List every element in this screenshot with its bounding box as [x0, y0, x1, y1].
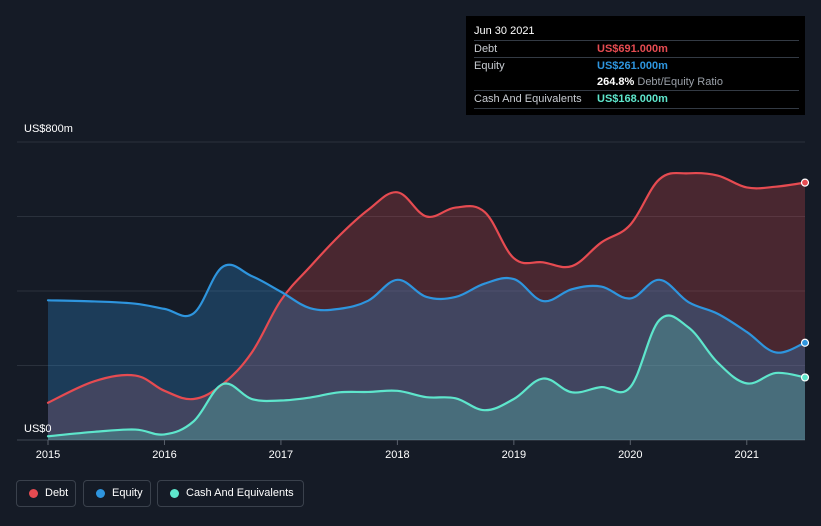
grid-lines [17, 141, 805, 441]
legend-equity-label: Equity [112, 487, 143, 499]
series-end-markers [800, 178, 810, 382]
equity-line [46, 263, 807, 354]
equity-area [48, 264, 805, 440]
equity-end-point[interactable] [800, 338, 810, 347]
cash-and-equivalents-end-point[interactable] [800, 373, 810, 382]
legend-item-cash[interactable]: Cash And Equivalents [157, 480, 304, 507]
legend-item-equity[interactable]: Equity [83, 480, 151, 507]
x-tick-label: 2021 [735, 449, 759, 461]
tooltip-row-debt: Debt US$691.000m [474, 40, 799, 58]
tooltip-date: Jun 30 2021 [474, 25, 535, 37]
legend-debt-label: Debt [45, 487, 69, 499]
tooltip-row-cash: Cash And Equivalents US$168.000m [474, 90, 799, 109]
x-tick-label: 2019 [502, 449, 526, 461]
tooltip-equity-label: Equity [474, 60, 505, 72]
tooltip-debt-value: US$691.000m [597, 43, 668, 55]
tooltip-row-ratio: 264.8% Debt/Equity Ratio [474, 74, 799, 91]
tooltip-cash-label: Cash And Equivalents [474, 93, 582, 105]
tooltip-cash-value: US$168.000m [597, 93, 668, 105]
x-tick-label: 2016 [152, 449, 176, 461]
tooltip-panel: Jun 30 2021 Debt US$691.000m Equity US$2… [466, 16, 805, 115]
cash-and-equivalents-line [46, 314, 807, 438]
debt-end-point[interactable] [800, 178, 810, 187]
cash-dot-icon [170, 489, 179, 498]
debt-dot-icon [29, 489, 38, 498]
x-tick-label: 2015 [36, 449, 60, 461]
debt-area [48, 172, 805, 441]
x-tick-label: 2018 [385, 449, 409, 461]
tooltip-ratio-label: Debt/Equity Ratio [637, 76, 723, 88]
tooltip-ratio-value: 264.8% Debt/Equity Ratio [597, 76, 723, 88]
equity-dot-icon [96, 489, 105, 498]
y-axis-bottom-label: US$0 [24, 423, 52, 435]
series-lines [46, 171, 807, 438]
x-tick-label: 2017 [269, 449, 293, 461]
tooltip-row-equity: Equity US$261.000m [474, 57, 799, 75]
debt-line [46, 171, 807, 404]
series-areas [48, 172, 805, 441]
x-tick-label: 2020 [618, 449, 642, 461]
cash-and-equivalents-area [48, 315, 805, 440]
y-axis-top-label: US$800m [24, 123, 73, 135]
tooltip-debt-label: Debt [474, 43, 498, 55]
x-axis-ticks: 2015 2016 2017 2018 2019 2020 2021 [36, 440, 759, 461]
tooltip-equity-value: US$261.000m [597, 60, 668, 72]
legend-item-debt[interactable]: Debt [16, 480, 76, 507]
tooltip-ratio-number: 264.8% [597, 76, 635, 88]
legend-cash-label: Cash And Equivalents [186, 487, 294, 499]
